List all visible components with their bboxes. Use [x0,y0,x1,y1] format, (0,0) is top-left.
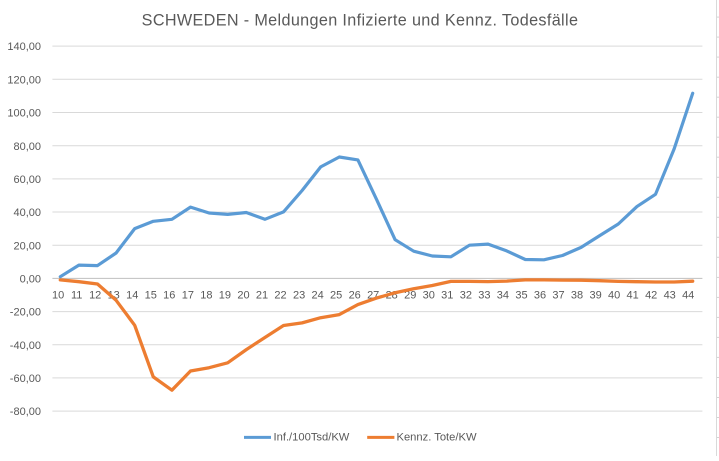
svg-text:30: 30 [423,290,435,302]
svg-text:39: 39 [589,290,601,302]
svg-text:38: 38 [571,290,583,302]
svg-text:-40,00: -40,00 [10,340,41,352]
svg-text:10: 10 [52,290,64,302]
svg-text:40: 40 [608,290,620,302]
svg-text:37: 37 [552,290,564,302]
svg-text:120,00: 120,00 [7,74,41,86]
svg-text:0,00: 0,00 [20,274,41,286]
svg-text:-20,00: -20,00 [10,307,41,319]
svg-text:35: 35 [515,290,527,302]
svg-text:12: 12 [89,290,101,302]
svg-text:21: 21 [256,290,268,302]
svg-text:24: 24 [311,290,323,302]
svg-text:22: 22 [274,290,286,302]
svg-text:15: 15 [145,290,157,302]
svg-text:44: 44 [682,290,694,302]
svg-text:32: 32 [460,290,472,302]
svg-text:40,00: 40,00 [13,207,41,219]
svg-text:23: 23 [293,290,305,302]
svg-text:80,00: 80,00 [13,141,41,153]
svg-text:20: 20 [237,290,249,302]
svg-text:16: 16 [163,290,175,302]
svg-text:100,00: 100,00 [7,108,41,120]
svg-text:42: 42 [645,290,657,302]
svg-text:-80,00: -80,00 [10,406,41,418]
svg-text:31: 31 [441,290,453,302]
svg-text:13: 13 [108,290,120,302]
svg-text:14: 14 [126,290,138,302]
svg-text:140,00: 140,00 [7,41,41,53]
svg-text:SCHWEDEN - Meldungen Infiziert: SCHWEDEN - Meldungen Infizierte und Kenn… [142,12,579,30]
svg-text:-60,00: -60,00 [10,373,41,385]
svg-text:25: 25 [330,290,342,302]
svg-text:Kennz. Tote/KW: Kennz. Tote/KW [397,432,477,444]
svg-text:18: 18 [200,290,212,302]
svg-text:11: 11 [71,290,82,302]
svg-text:34: 34 [497,290,509,302]
svg-text:Inf./100Tsd/KW: Inf./100Tsd/KW [274,432,350,444]
svg-text:43: 43 [664,290,676,302]
svg-text:26: 26 [349,290,361,302]
svg-text:29: 29 [404,290,416,302]
svg-text:20,00: 20,00 [13,240,41,252]
svg-text:17: 17 [182,290,194,302]
svg-text:36: 36 [534,290,546,302]
svg-text:19: 19 [219,290,231,302]
svg-text:33: 33 [478,290,490,302]
svg-text:60,00: 60,00 [13,174,41,186]
svg-text:41: 41 [626,290,638,302]
